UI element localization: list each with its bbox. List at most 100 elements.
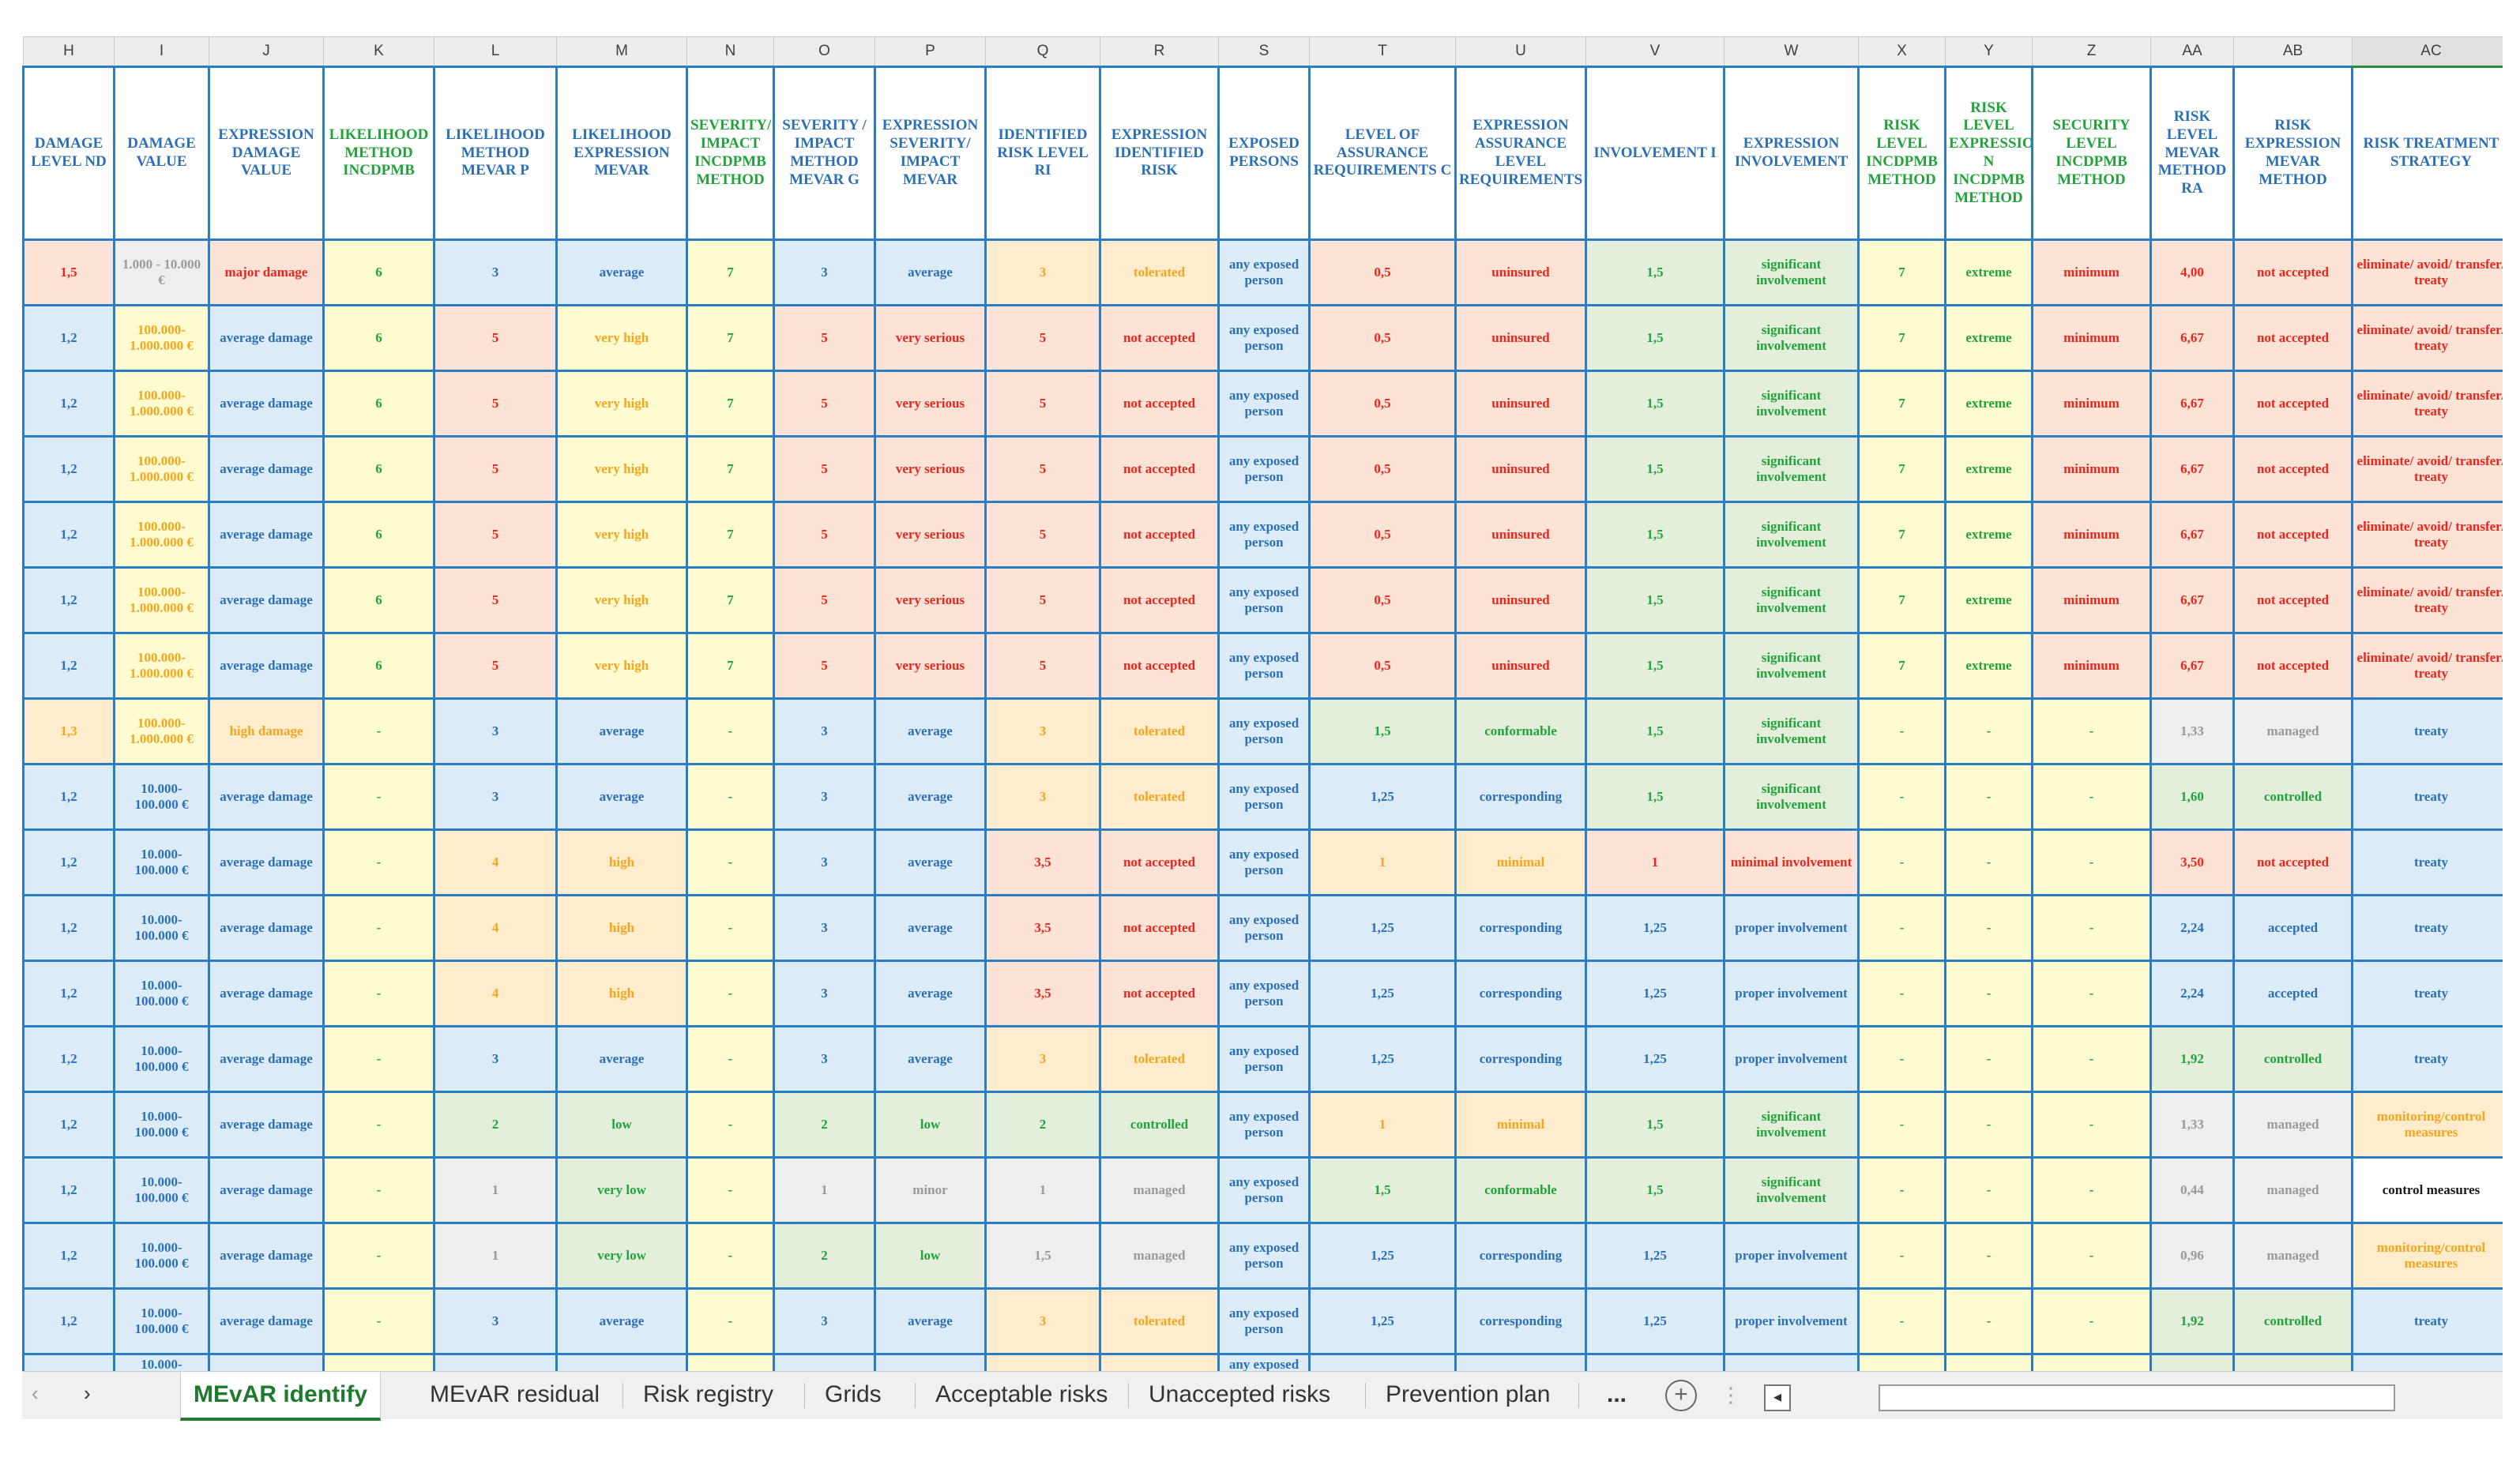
column-letter-t[interactable]: T [1309,36,1456,67]
table-cell[interactable]: average [874,763,987,831]
table-cell[interactable]: very serious [874,501,987,569]
scroll-left-icon[interactable]: ◂ [1764,1384,1791,1411]
column-header[interactable]: LIKELIHOOD METHOD MEvAR P [433,66,558,241]
table-cell[interactable]: treaty [2351,697,2503,765]
table-cell[interactable]: average [874,239,987,306]
table-cell[interactable]: uninsured [1454,435,1587,503]
table-cell[interactable]: any exposed person [1217,304,1311,372]
column-header[interactable]: RISK EXPRESSION MEvAR METHOD [2232,66,2353,241]
table-cell[interactable]: controlled [2232,763,2353,831]
table-cell[interactable]: 1,2 [22,304,115,372]
table-cell[interactable]: very high [555,304,688,372]
table-cell[interactable] [1308,1353,1457,1371]
table-cell[interactable]: 10.000- 100.000 € [113,1156,210,1224]
table-cell[interactable]: - [1857,1222,1946,1290]
table-cell[interactable]: 10.000- 100.000 € [113,763,210,831]
table-cell[interactable]: 5 [984,566,1101,634]
table-cell[interactable]: proper involvement [1723,1222,1860,1290]
table-cell[interactable]: 1,5 [1308,1156,1457,1224]
table-cell[interactable]: average damage [208,960,325,1027]
column-header[interactable]: SEVERITY/ IMPACT INCDPMB METHOD [686,66,775,241]
table-cell[interactable] [874,1353,987,1371]
table-cell[interactable]: 1 [1308,828,1457,896]
column-header[interactable]: IDENTIFIED RISK LEVEL RI [984,66,1101,241]
table-cell[interactable]: - [2031,1287,2152,1355]
table-cell[interactable]: 0,44 [2150,1156,2235,1224]
table-cell[interactable]: minimum [2031,435,2152,503]
table-cell[interactable]: 1,33 [2150,1091,2235,1159]
table-cell[interactable]: 1,2 [22,1025,115,1093]
table-cell[interactable]: extreme [1944,566,2033,634]
table-cell[interactable] [773,1353,876,1371]
table-cell[interactable]: 10.000- 100.000 € [113,828,210,896]
table-cell[interactable]: average [874,828,987,896]
table-cell[interactable]: very serious [874,304,987,372]
table-cell[interactable]: 1,25 [1308,1287,1457,1355]
table-cell[interactable]: 1,2 [22,1287,115,1355]
table-cell[interactable]: - [1944,1222,2033,1290]
table-cell[interactable]: 5 [773,566,876,634]
table-cell[interactable]: 1,2 [22,960,115,1027]
table-cell[interactable]: 10.000- 100.000 € [113,1222,210,1290]
table-cell[interactable]: average damage [208,370,325,438]
table-cell[interactable]: eliminate/ avoid/ transfer/ treaty [2351,304,2503,372]
table-cell[interactable]: managed [2232,1091,2353,1159]
table-cell[interactable] [555,1353,688,1371]
table-cell[interactable]: proper involvement [1723,960,1860,1027]
table-cell[interactable]: not accepted [1099,960,1220,1027]
table-cell[interactable]: monitoring/control measures [2351,1222,2503,1290]
table-cell[interactable]: 3 [984,763,1101,831]
table-cell[interactable]: significant involvement [1723,697,1860,765]
table-cell[interactable]: not accepted [1099,370,1220,438]
table-cell[interactable]: corresponding [1454,1025,1587,1093]
table-cell[interactable]: 10.000- 100.000 € [113,1091,210,1159]
table-cell[interactable]: 4 [433,894,558,962]
table-cell[interactable]: managed [2232,697,2353,765]
column-header[interactable]: SEVERITY / IMPACT METHOD MEvAR G [773,66,876,241]
table-cell[interactable]: eliminate/ avoid/ transfer/ treaty [2351,435,2503,503]
table-cell[interactable]: not accepted [1099,501,1220,569]
table-cell[interactable]: 3 [433,239,558,306]
column-letter-o[interactable]: O [773,36,875,67]
table-cell[interactable]: significant involvement [1723,239,1860,306]
table-cell[interactable]: significant involvement [1723,632,1860,700]
table-cell[interactable]: 10.000- 100.000 € [113,1353,210,1371]
column-letter-v[interactable]: V [1585,36,1725,67]
table-cell[interactable]: uninsured [1454,566,1587,634]
column-header[interactable]: LEVEL OF ASSURANCE REQUIREMENTS C [1308,66,1457,241]
table-cell[interactable]: treaty [2351,763,2503,831]
table-cell[interactable]: average damage [208,1222,325,1290]
table-cell[interactable]: average [874,960,987,1027]
table-cell[interactable]: 1,25 [1308,1025,1457,1093]
column-letter-j[interactable]: J [209,36,324,67]
table-cell[interactable]: - [322,1222,435,1290]
table-cell[interactable]: 100.000- 1.000.000 € [113,697,210,765]
table-cell[interactable]: - [2031,1025,2152,1093]
table-cell[interactable]: 6 [322,304,435,372]
table-cell[interactable]: average damage [208,1091,325,1159]
table-cell[interactable]: average [555,1287,688,1355]
table-cell[interactable]: - [1944,828,2033,896]
sheet-tab[interactable]: Prevention plan [1386,1381,1551,1407]
table-cell[interactable]: 1,25 [1585,1287,1725,1355]
table-cell[interactable]: - [1944,1156,2033,1224]
table-cell[interactable]: any exposed person [1217,566,1311,634]
table-cell[interactable]: 0,5 [1308,370,1457,438]
table-cell[interactable] [2351,1353,2503,1371]
table-cell[interactable]: - [1857,960,1946,1027]
table-cell[interactable]: significant involvement [1723,1091,1860,1159]
table-cell[interactable]: - [686,1287,775,1355]
table-cell[interactable]: corresponding [1454,763,1587,831]
table-cell[interactable]: high [555,960,688,1027]
table-cell[interactable]: 1,5 [22,239,115,306]
table-cell[interactable]: corresponding [1454,1222,1587,1290]
table-cell[interactable]: any exposed person [1217,1091,1311,1159]
table-cell[interactable]: minimal [1454,828,1587,896]
column-header[interactable]: EXPRESSION IDENTIFIED RISK [1099,66,1220,241]
table-cell[interactable]: minimum [2031,566,2152,634]
table-cell[interactable]: 5 [433,304,558,372]
table-cell[interactable]: 100.000- 1.000.000 € [113,632,210,700]
table-cell[interactable]: 1 [433,1156,558,1224]
spreadsheet-grid[interactable]: H I J K L M N O P Q R S T U V W X Y Z AA AB AC DAMAGE LEVEL N… [22,36,2503,1371]
column-header[interactable]: INVOLVEMENT I [1585,66,1725,241]
